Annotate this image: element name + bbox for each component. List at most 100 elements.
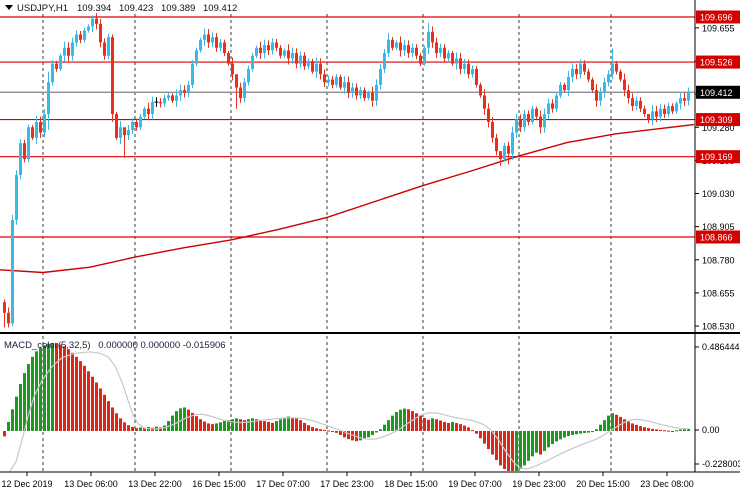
macd-bar <box>143 428 146 431</box>
chart-title: USDJPY,H1 109.394 109.423 109.389 109.41… <box>17 3 237 14</box>
candle-body <box>99 23 102 43</box>
macd-bar <box>255 419 258 431</box>
candle-body <box>263 45 266 54</box>
candle-body <box>347 82 350 93</box>
macd-bar <box>463 425 466 431</box>
candle-body <box>447 53 450 59</box>
time-label: 17 Dec 23:00 <box>320 479 374 489</box>
candlesticks-layer[interactable] <box>3 13 690 328</box>
macd-bar <box>299 420 302 431</box>
macd-bar <box>239 419 242 431</box>
candle-body <box>35 121 38 138</box>
indicator-name-label: MACD_color(5,32,5) <box>4 340 91 351</box>
macd-bar <box>395 411 398 431</box>
macd-bar <box>51 343 54 431</box>
candle-body <box>559 84 562 96</box>
price-level-badge <box>696 230 740 244</box>
candle-body <box>311 60 314 72</box>
current-price-badge <box>696 85 740 99</box>
macd-bar <box>479 431 482 439</box>
candle-body <box>627 90 630 99</box>
candle-body <box>163 98 166 104</box>
macd-bar <box>515 431 518 471</box>
candle-body <box>659 108 662 117</box>
macd-bar <box>659 429 662 431</box>
candle-body <box>435 42 438 54</box>
candle-body <box>147 108 150 115</box>
price-badge-label: 108.866 <box>700 232 733 242</box>
indicator-values-label: 0.000000 0.000000 -0.015906 <box>98 340 225 351</box>
candle-body <box>279 47 282 56</box>
candle-body <box>247 68 250 83</box>
candle-body <box>491 121 494 138</box>
time-label: 12 Dec 2019 <box>1 479 52 489</box>
candle-body <box>339 76 342 88</box>
candle-body <box>399 42 402 51</box>
macd-bar <box>675 430 678 432</box>
candle-body <box>107 37 110 56</box>
candle-body <box>403 45 406 51</box>
macd-bar <box>263 421 266 431</box>
candle-body <box>15 174 18 221</box>
candle-body <box>143 108 146 117</box>
macd-bar <box>615 414 618 431</box>
macd-bar <box>303 422 306 431</box>
candle-body <box>235 74 238 88</box>
candle-body <box>259 47 262 54</box>
candle-body <box>499 151 502 160</box>
macd-bar <box>447 423 450 431</box>
candle-body <box>623 79 626 91</box>
moving-average-layer[interactable] <box>0 123 695 274</box>
candle-body <box>111 37 114 115</box>
candle-body <box>371 92 374 101</box>
macd-bar <box>651 428 654 431</box>
candle-body <box>119 127 122 138</box>
candle-body <box>123 127 126 136</box>
candle-body <box>375 84 378 101</box>
macd-bar <box>527 431 530 461</box>
candle-body <box>439 47 442 54</box>
price-level-badge <box>696 10 740 24</box>
candle-body <box>19 143 22 175</box>
macd-bar <box>627 421 630 431</box>
grid-layer <box>42 14 612 471</box>
symbol-dropdown-triangle-icon[interactable] <box>5 5 13 10</box>
candle-body <box>467 63 470 75</box>
candle-body <box>683 98 686 101</box>
price-tick-label: 109.280 <box>702 123 735 133</box>
candle-body <box>563 84 566 91</box>
candle-body <box>663 108 666 115</box>
candle-body <box>303 55 306 67</box>
macd-bar <box>443 421 446 431</box>
candle-body <box>611 63 614 75</box>
candle-body <box>51 63 54 83</box>
ohlc-close: 109.412 <box>203 3 237 14</box>
candle-body <box>607 74 610 83</box>
macd-bar <box>643 427 646 431</box>
macd-bar <box>199 419 202 431</box>
candle-body <box>267 45 270 51</box>
macd-bar <box>459 424 462 431</box>
price-tick-label: 109.655 <box>702 23 735 33</box>
candle-body <box>531 108 534 122</box>
macd-bar <box>15 396 18 431</box>
macd-bar <box>187 409 190 431</box>
macd-bar <box>63 346 66 431</box>
candle-body <box>587 71 590 80</box>
macd-bar <box>107 401 110 431</box>
macd-bar <box>67 349 70 431</box>
macd-panel-layer[interactable] <box>3 343 690 472</box>
macd-bar <box>455 423 458 431</box>
macd-bar <box>595 429 598 431</box>
macd-bar <box>511 431 514 471</box>
candle-body <box>643 108 646 115</box>
candle-body <box>331 79 334 85</box>
candle-body <box>383 53 386 69</box>
moving-average-line[interactable] <box>0 123 695 274</box>
macd-bar <box>75 356 78 431</box>
macd-bar <box>323 429 326 431</box>
macd-bar <box>207 423 210 431</box>
macd-bar <box>331 431 334 432</box>
macd-bar <box>523 431 526 466</box>
